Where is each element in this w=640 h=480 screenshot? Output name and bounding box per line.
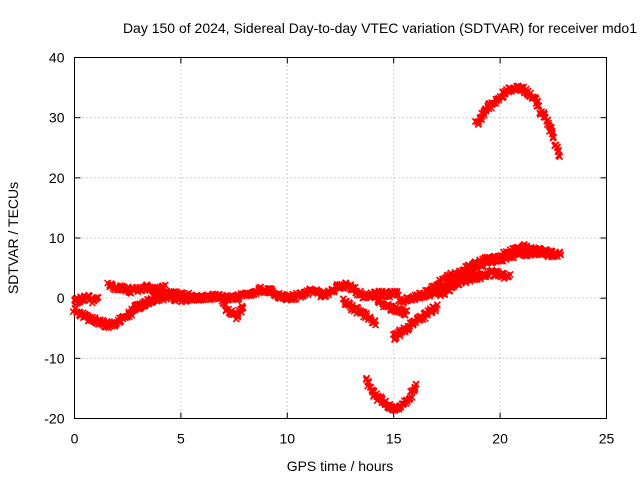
series-track-g (372, 291, 411, 319)
data-point (239, 304, 247, 312)
y-tick-label: -20 (44, 411, 64, 427)
data-point (506, 270, 514, 279)
data-point (432, 304, 440, 312)
series-track-l (362, 374, 420, 414)
data-point (533, 102, 542, 110)
grid-layer (74, 57, 607, 419)
data-point (475, 120, 483, 128)
data-point (92, 293, 101, 302)
x-tick-label: 15 (386, 431, 402, 447)
data-point (555, 151, 563, 160)
data-point (372, 321, 380, 329)
series-track-m (471, 82, 564, 161)
series-track-c (104, 279, 169, 297)
data-point (408, 393, 416, 401)
x-tick-label: 0 (71, 431, 79, 447)
series-track-a (71, 291, 102, 307)
x-tick-label: 5 (177, 431, 185, 447)
data-point (540, 113, 548, 121)
chart-title: Day 150 of 2024, Sidereal Day-to-day VTE… (123, 20, 637, 36)
data-point (557, 251, 565, 259)
x-axis-title: GPS time / hours (287, 458, 394, 474)
y-tick-label: 40 (49, 50, 65, 66)
series-track-h (389, 301, 441, 344)
y-tick-label: -10 (44, 350, 64, 366)
y-tick-label: 20 (49, 170, 65, 186)
tick-layer: 0 5 10 15 20 25 -20 -10 0 10 20 30 40 (44, 50, 614, 447)
data-point (364, 378, 372, 386)
data-point (535, 102, 543, 110)
y-tick-label: 0 (57, 290, 65, 306)
y-tick-label: 10 (49, 230, 65, 246)
series-track-f (339, 295, 380, 329)
y-axis-title: SDTVAR / TECUs (5, 182, 21, 294)
data-point (161, 281, 169, 289)
data-point (412, 380, 420, 388)
x-tick-label: 25 (599, 431, 615, 447)
data-point (402, 307, 410, 315)
x-tick-label: 20 (492, 431, 508, 447)
data-point (548, 127, 556, 135)
data-point (549, 133, 557, 141)
data-point (94, 293, 102, 301)
data-point (393, 288, 401, 296)
series-track-k (435, 266, 514, 300)
data-point (550, 251, 558, 260)
x-tick-label: 10 (280, 431, 296, 447)
series-track-e (218, 297, 247, 323)
y-tick-label: 30 (49, 110, 65, 126)
data-layer (69, 82, 565, 414)
series-track-j (422, 246, 558, 299)
